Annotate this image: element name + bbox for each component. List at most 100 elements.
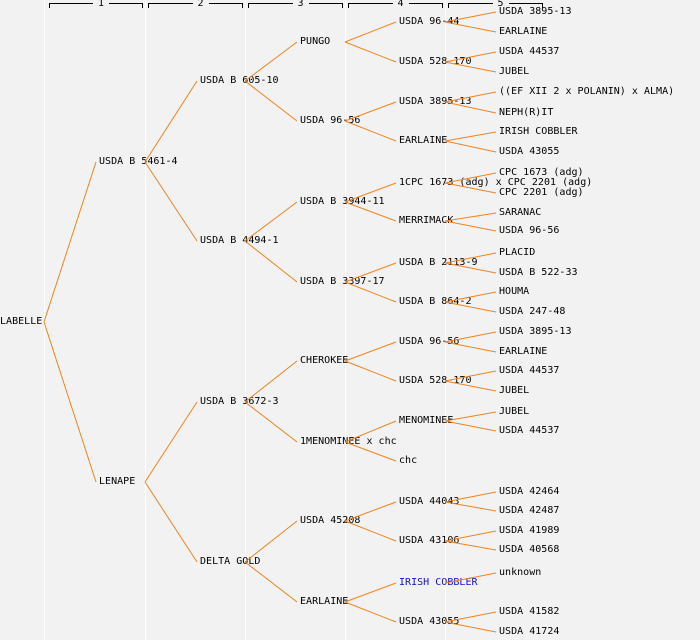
tree-node[interactable]: chc xyxy=(399,455,418,466)
tree-node[interactable]: CPC 2201 (adg) xyxy=(499,187,584,198)
bracket-tick xyxy=(442,3,443,8)
generation-bracket: 1 xyxy=(49,0,143,9)
column-gridline xyxy=(245,0,246,640)
bracket-tick xyxy=(148,3,149,8)
tree-node[interactable]: MENOMINEE xyxy=(399,415,454,426)
generation-bracket: 4 xyxy=(348,0,443,9)
tree-node[interactable]: USDA 43055 xyxy=(399,616,460,627)
tree-node[interactable]: USDA 45208 xyxy=(300,515,361,526)
tree-node[interactable]: unknown xyxy=(499,567,542,578)
tree-node[interactable]: USDA 96-56 xyxy=(499,225,560,236)
tree-node[interactable]: USDA 42464 xyxy=(499,486,560,497)
generation-number: 3 xyxy=(292,0,309,9)
tree-node[interactable]: LENAPE xyxy=(99,476,136,487)
tree-node[interactable]: MERRIMACK xyxy=(399,215,454,226)
pedigree-edge xyxy=(344,601,397,623)
pedigree-edge xyxy=(344,21,397,43)
tree-node[interactable]: PUNGO xyxy=(300,36,331,47)
tree-node[interactable]: JUBEL xyxy=(499,385,530,396)
generation-number: 4 xyxy=(392,0,409,9)
tree-node[interactable]: USDA 247-48 xyxy=(499,306,566,317)
tree-node[interactable]: JUBEL xyxy=(499,406,530,417)
tree-node[interactable]: NEPH(R)IT xyxy=(499,107,554,118)
tree-node[interactable]: USDA 96-44 xyxy=(399,16,460,27)
tree-node[interactable]: USDA 3895-13 xyxy=(399,96,472,107)
tree-node[interactable]: USDA 42487 xyxy=(499,505,560,516)
tree-node[interactable]: USDA 43106 xyxy=(399,535,460,546)
tree-node[interactable]: USDA 3895-13 xyxy=(499,326,572,337)
bracket-tick xyxy=(542,3,543,8)
tree-node[interactable]: USDA 96-56 xyxy=(300,115,361,126)
column-gridline xyxy=(345,0,346,640)
tree-node[interactable]: USDA B 5461-4 xyxy=(99,156,178,167)
bracket-tick xyxy=(248,3,249,8)
tree-node[interactable]: JUBEL xyxy=(499,66,530,77)
tree-node[interactable]: 1MENOMINEE x chc xyxy=(300,436,397,447)
tree-node[interactable]: CHEROKEE xyxy=(300,355,349,366)
tree-node[interactable]: USDA B 3397-17 xyxy=(300,276,385,287)
generation-bracket: 5 xyxy=(448,0,543,9)
tree-node[interactable]: USDA B 2113-9 xyxy=(399,257,478,268)
pedigree-edge xyxy=(144,401,198,483)
pedigree-edge xyxy=(43,321,97,483)
bracket-tick xyxy=(242,3,243,8)
pedigree-edge xyxy=(144,80,198,163)
pedigree-edge xyxy=(344,582,397,603)
tree-node[interactable]: EARLAINE xyxy=(300,596,349,607)
tree-node[interactable]: USDA 528-170 xyxy=(399,375,472,386)
tree-node[interactable]: USDA 41724 xyxy=(499,626,560,637)
tree-node[interactable]: DELTA GOLD xyxy=(200,556,261,567)
tree-node[interactable]: USDA 40568 xyxy=(499,544,560,555)
tree-node[interactable]: HOUMA xyxy=(499,286,530,297)
generation-number: 1 xyxy=(92,0,110,9)
tree-node[interactable]: USDA 41989 xyxy=(499,525,560,536)
tree-node[interactable]: USDA B 3944-11 xyxy=(300,196,385,207)
tree-node[interactable]: USDA 528-170 xyxy=(399,56,472,67)
bracket-tick xyxy=(448,3,449,8)
tree-node[interactable]: USDA 96-56 xyxy=(399,336,460,347)
bracket-tick xyxy=(49,3,50,8)
tree-node[interactable]: EARLAINE xyxy=(499,26,548,37)
tree-node[interactable]: IRISH COBBLER xyxy=(499,126,578,137)
tree-node[interactable]: CPC 1673 (adg) xyxy=(499,167,584,178)
pedigree-edge xyxy=(444,140,497,153)
tree-node[interactable]: LABELLE xyxy=(0,316,43,327)
bracket-tick xyxy=(348,3,349,8)
tree-node[interactable]: PLACID xyxy=(499,247,536,258)
column-gridline xyxy=(145,0,146,640)
tree-node[interactable]: SARANAC xyxy=(499,207,542,218)
pedigree-edge xyxy=(144,161,198,242)
pedigree-edge xyxy=(244,401,298,443)
bracket-tick xyxy=(142,3,143,8)
column-gridline xyxy=(445,0,446,640)
tree-node[interactable]: USDA 44537 xyxy=(499,46,560,57)
tree-node[interactable]: USDA 44537 xyxy=(499,425,560,436)
tree-node[interactable]: USDA 3895-13 xyxy=(499,6,572,17)
tree-node[interactable]: USDA 43055 xyxy=(499,146,560,157)
generation-bracket: 2 xyxy=(148,0,243,9)
generation-number: 2 xyxy=(192,0,209,9)
generation-bracket: 3 xyxy=(248,0,343,9)
pedigree-edge xyxy=(244,240,298,283)
tree-node[interactable]: USDA 44043 xyxy=(399,496,460,507)
tree-node[interactable]: EARLAINE xyxy=(399,135,448,146)
tree-node[interactable]: USDA 44537 xyxy=(499,365,560,376)
tree-node[interactable]: USDA B 522-33 xyxy=(499,267,578,278)
tree-node[interactable]: USDA B 3672-3 xyxy=(200,396,279,407)
generation-number: 5 xyxy=(492,0,509,9)
pedigree-edge xyxy=(344,41,397,63)
pedigree-edge xyxy=(344,341,397,362)
tree-node[interactable]: USDA B 4494-1 xyxy=(200,235,279,246)
pedigree-edge xyxy=(344,360,397,382)
tree-node[interactable]: ((EF XII 2 x POLANIN) x ALMA) xyxy=(499,86,675,97)
pedigree-edge xyxy=(144,481,198,563)
tree-node[interactable]: USDA B 605-10 xyxy=(200,75,279,86)
pedigree-edge xyxy=(43,161,97,323)
tree-node[interactable]: USDA 41582 xyxy=(499,606,560,617)
tree-node[interactable]: EARLAINE xyxy=(499,346,548,357)
pedigree-edge xyxy=(244,561,298,603)
pedigree-edge xyxy=(444,131,497,142)
tree-node[interactable]: IRISH COBBLER xyxy=(399,577,478,588)
tree-node[interactable]: USDA B 864-2 xyxy=(399,296,472,307)
column-gridline xyxy=(44,0,45,640)
